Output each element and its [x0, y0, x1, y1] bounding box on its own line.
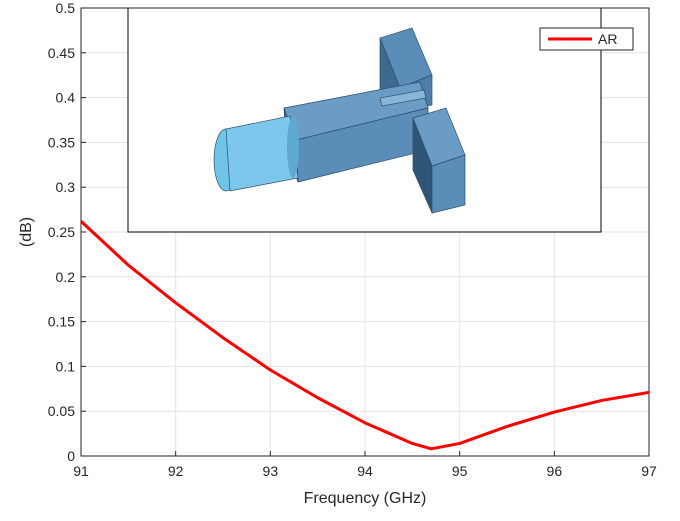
chart: 91 92 93 94 95 96 97 0 0.05 0.1 0.15 0.2 0.25 0.3 0.35… — [0, 0, 680, 516]
x-axis-label: Frequency (GHz) — [304, 490, 427, 507]
y-tick-label: 0.45 — [48, 45, 75, 61]
x-tick-label: 94 — [357, 463, 373, 479]
y-tick-label: 0.4 — [56, 90, 76, 106]
x-tick-label: 91 — [73, 463, 89, 479]
x-tick-label: 93 — [263, 463, 279, 479]
y-tick-label: 0.1 — [56, 358, 76, 374]
y-tick-label: 0.35 — [48, 134, 75, 150]
y-tick-label: 0.5 — [56, 0, 76, 16]
y-tick-label: 0.25 — [48, 224, 75, 240]
y-tick-label: 0 — [67, 448, 75, 464]
legend: AR — [540, 28, 633, 50]
x-tick-label: 95 — [452, 463, 468, 479]
y-axis-label: (dB) — [18, 217, 35, 247]
legend-label: AR — [598, 31, 617, 47]
inset-shape — [287, 116, 299, 178]
x-tick-label: 97 — [641, 463, 657, 479]
x-tick-label: 96 — [547, 463, 563, 479]
y-tick-label: 0.2 — [56, 269, 76, 285]
y-tick-label: 0.15 — [48, 314, 75, 330]
y-tick-label: 0.05 — [48, 403, 75, 419]
x-tick-label: 92 — [168, 463, 184, 479]
inset-image — [128, 8, 601, 232]
y-tick-label: 0.3 — [56, 179, 76, 195]
